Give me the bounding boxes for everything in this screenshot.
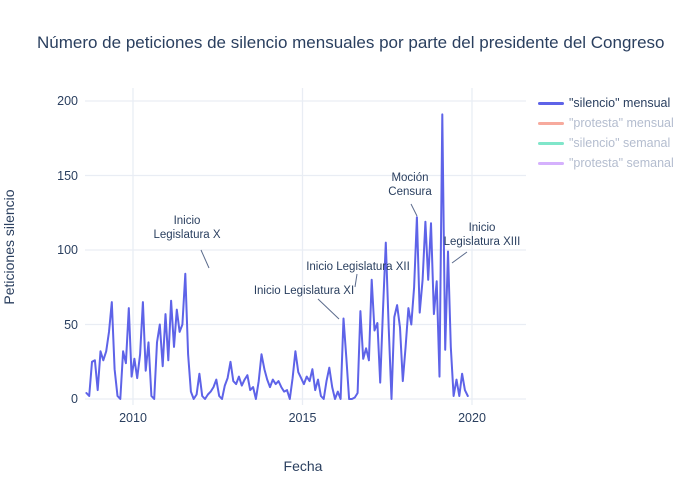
annotation-text-2: Inicio Legislatura XII xyxy=(306,261,410,273)
x-axis-title: Fecha xyxy=(283,458,323,474)
legend-label: "protesta" mensual xyxy=(569,116,674,130)
annotation-arrow-3 xyxy=(410,203,418,217)
legend-swatch-line xyxy=(538,121,564,125)
y-tick-label-150: 150 xyxy=(57,168,78,183)
y-tick-label-0: 0 xyxy=(71,392,78,406)
y-tick-label-50: 50 xyxy=(64,317,78,332)
annotation-text-1: Inicio Legislatura XI xyxy=(253,285,355,297)
legend-swatch-line xyxy=(538,161,564,165)
legend-item-0[interactable]: "silencio" mensual xyxy=(538,93,694,113)
legend-label: "silencio" mensual xyxy=(569,96,671,110)
chart-title: Número de peticiones de silencio mensual… xyxy=(37,33,665,52)
annotation-arrow-1 xyxy=(317,298,340,320)
annotation-arrow-2 xyxy=(354,273,358,288)
x-tick-label-2020: 2020 xyxy=(458,411,486,425)
x-tick-label-2015: 2015 xyxy=(288,411,317,425)
legend-item-1[interactable]: "protesta" mensual xyxy=(538,113,694,133)
x-tick-label-2010: 2010 xyxy=(119,411,147,425)
y-tick-label-100: 100 xyxy=(57,243,78,257)
annotation-arrow-4 xyxy=(451,251,468,264)
annotation-text-4: Inicio Legislatura XIII xyxy=(443,222,521,248)
legend-label: "protesta" semanal xyxy=(569,156,674,170)
silencio-mensual-line[interactable] xyxy=(85,113,469,400)
annotation-text-0: Inicio Legislatura X xyxy=(153,215,221,241)
legend-item-2[interactable]: "silencio" semanal xyxy=(538,133,694,153)
annotation-arrow-0 xyxy=(200,249,210,269)
legend-label: "silencio" semanal xyxy=(569,136,671,150)
y-tick-label-200: 200 xyxy=(57,94,78,108)
legend-swatch-line xyxy=(538,101,564,105)
legend-swatch-line xyxy=(538,141,564,145)
legend-item-3[interactable]: "protesta" semanal xyxy=(538,153,694,173)
annotation-text-3: Moción Censura xyxy=(388,172,432,198)
